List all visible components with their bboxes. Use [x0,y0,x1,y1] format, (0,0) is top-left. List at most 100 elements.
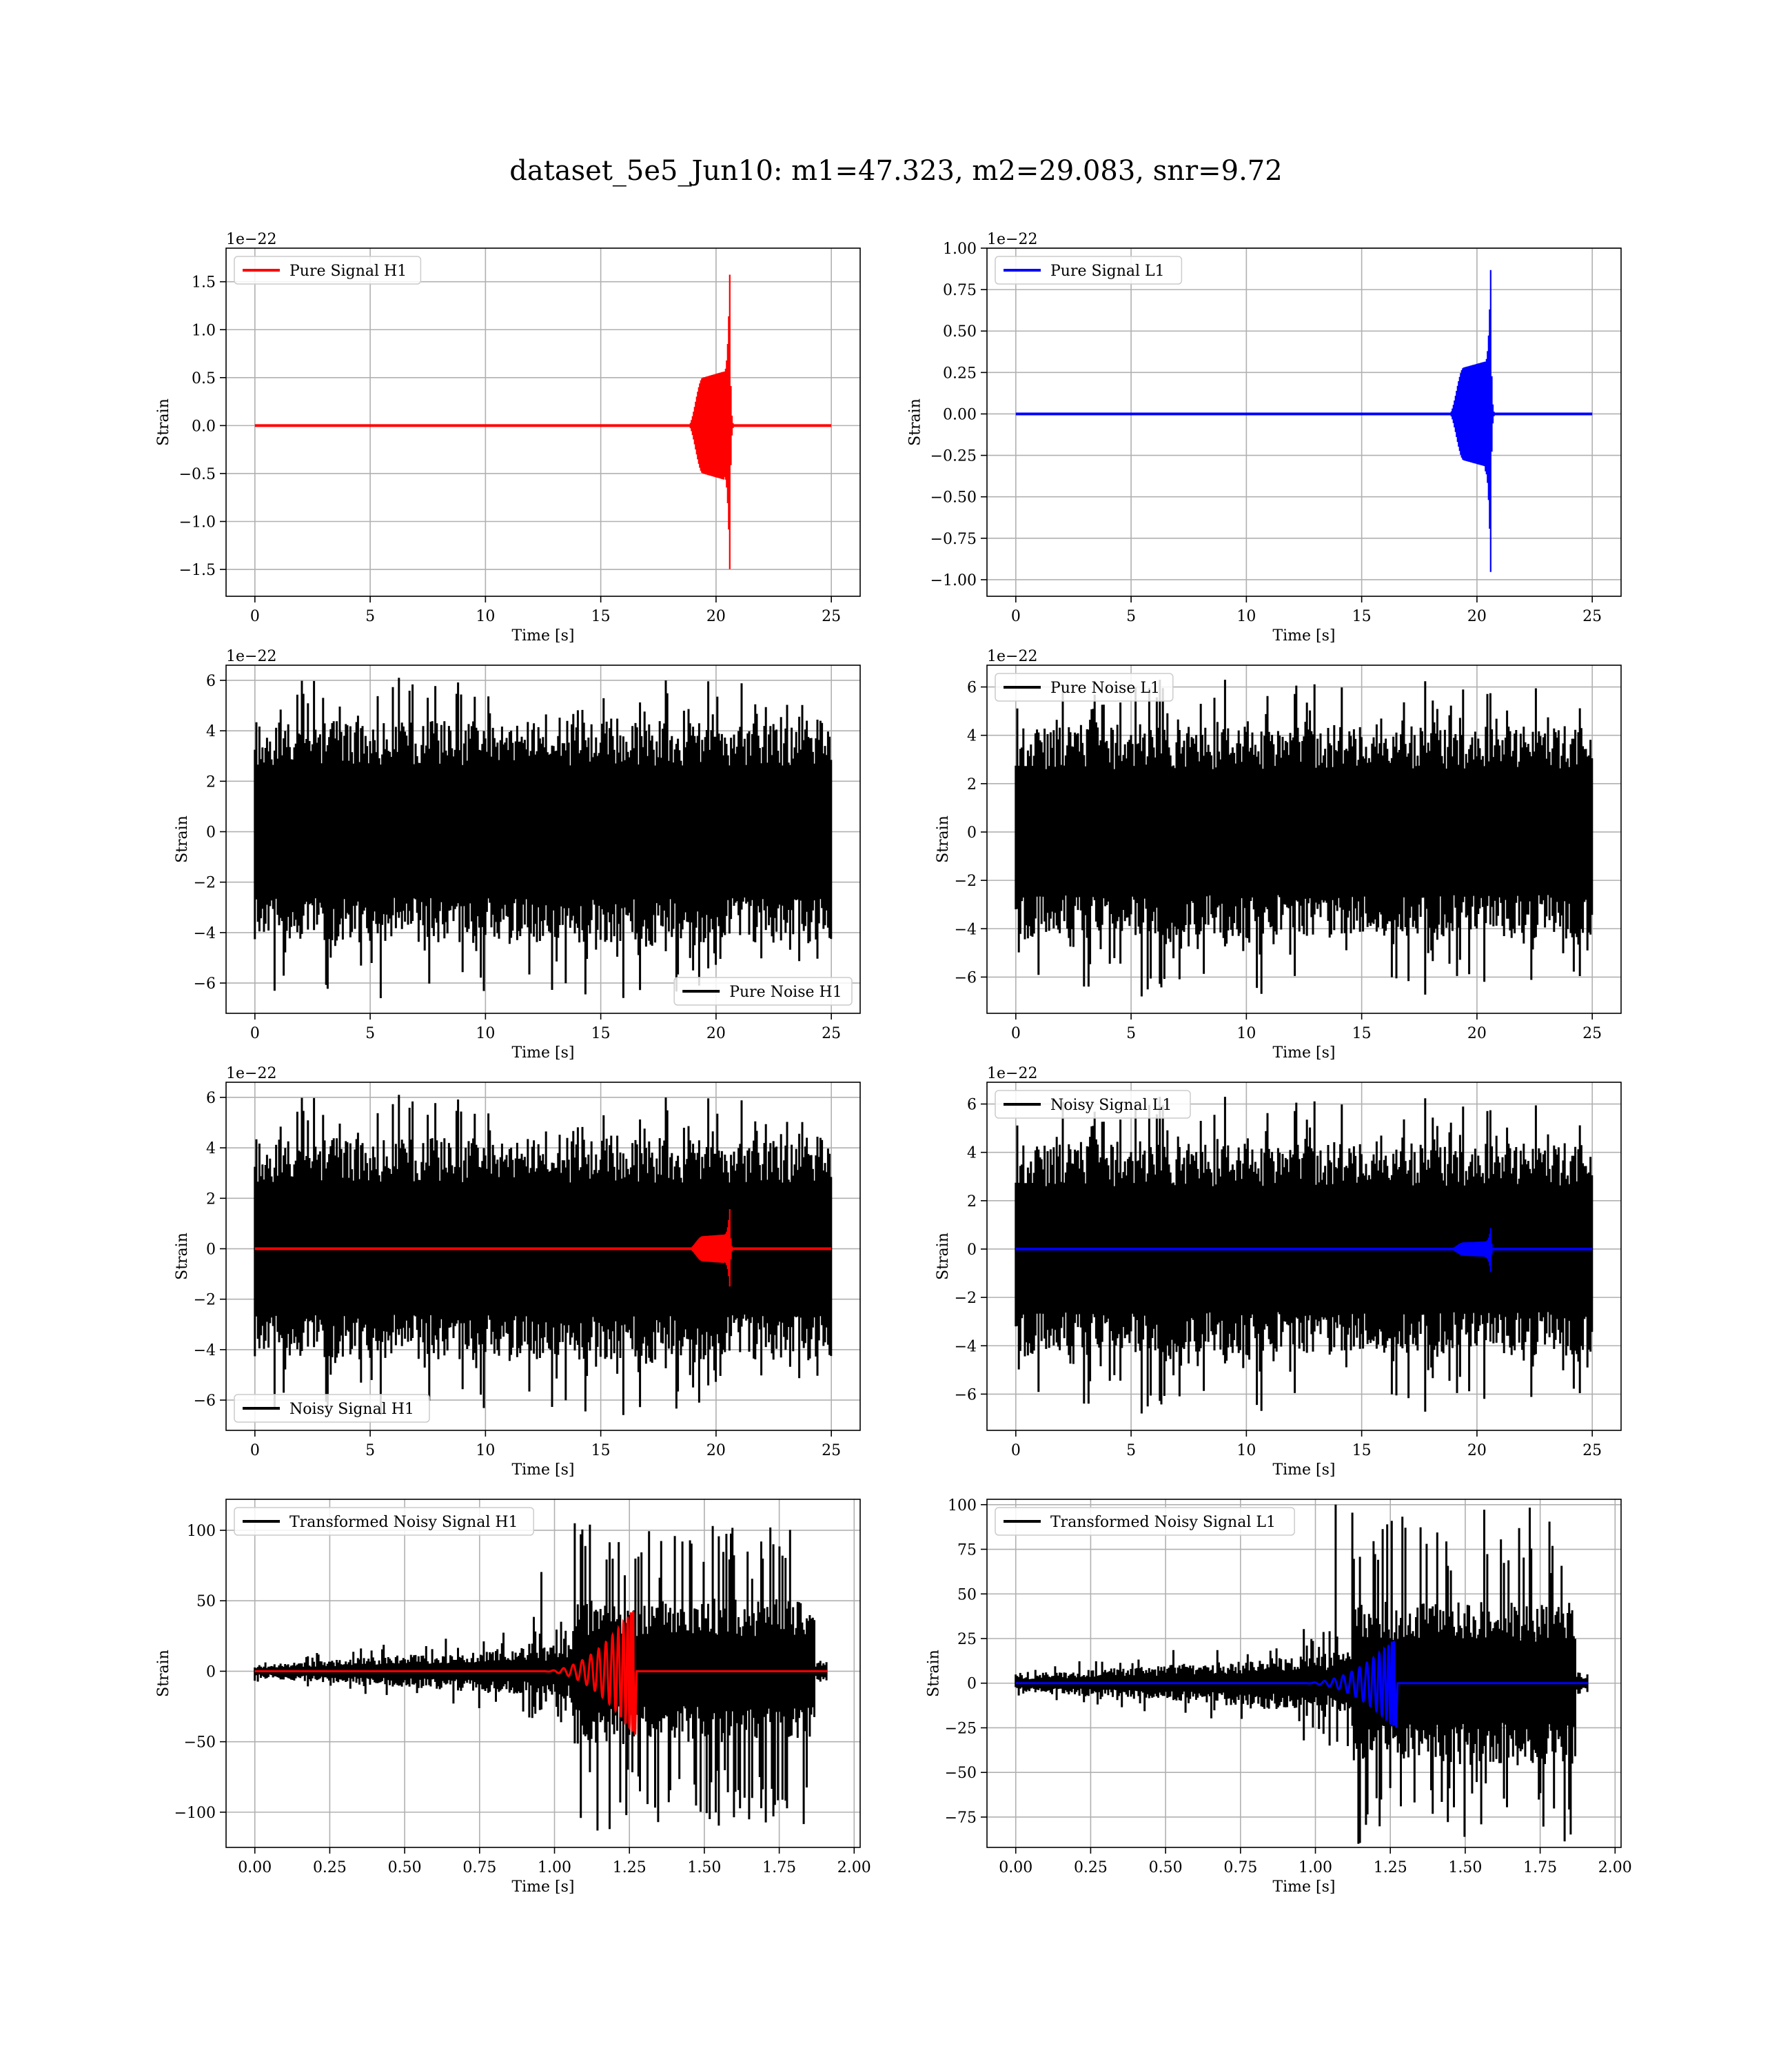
offset-text: 1e−22 [987,648,1037,665]
legend-box [995,256,1183,285]
y-tick-label: 0 [206,1241,216,1259]
y-tick-label: −6 [955,969,977,986]
x-axis-label: Time [s] [1272,1878,1335,1896]
x-tick-label: 5 [365,1025,375,1042]
legend-box [995,1507,1295,1536]
y-tick-label: 100 [187,1523,216,1540]
legend-label: Transformed Noisy Signal H1 [289,1514,518,1531]
legend-label: Pure Noise L1 [1050,680,1160,697]
x-tick-label: 1.00 [1299,1859,1332,1876]
x-tick-label: 1.50 [1448,1859,1482,1876]
plot-area [254,1095,833,1415]
noise-trace [254,1523,828,1831]
y-tick-label: 4 [967,1145,977,1162]
noise-trace [1015,680,1594,997]
offset-text: 1e−22 [226,648,276,665]
x-tick-label: 20 [1467,1025,1487,1042]
y-tick-label: 1.00 [943,241,977,258]
x-tick-label: 10 [476,608,495,625]
x-tick-label: 5 [1126,1442,1136,1459]
x-tick-label: 25 [822,608,841,625]
legend: Transformed Noisy Signal L1 [995,1507,1295,1536]
axes-frame [225,1499,861,1848]
y-tick-label: 0.0 [192,418,216,435]
legend-label: Noisy Signal L1 [1050,1097,1172,1114]
y-tick-label: 6 [967,680,977,697]
offset-text: 1e−22 [987,1065,1037,1082]
signal-chirp [689,1209,735,1287]
legend: Noisy Signal H1 [234,1394,430,1423]
x-axis-label: Time [s] [511,1044,574,1062]
legend-label: Pure Signal H1 [289,263,407,280]
axes-frame [986,1499,1622,1848]
y-tick-label: −0.25 [930,448,977,465]
noise-trace [1015,1097,1594,1414]
plot-area [1015,680,1594,997]
y-tick-label: −6 [955,1386,977,1403]
legend-box [995,673,1174,702]
x-tick-label: 1.50 [687,1859,721,1876]
x-tick-label: 10 [476,1442,495,1459]
y-tick-label: 0 [206,824,216,842]
signal-chirp [689,274,735,569]
axes-frame [986,247,1622,597]
x-tick-label: 20 [706,1025,726,1042]
figure-title: dataset_5e5_Jun10: m1=47.323, m2=29.083,… [509,155,1283,187]
axes-frame [225,247,861,597]
y-tick-label: 0.50 [943,323,977,341]
x-tick-label: 5 [365,608,375,625]
x-axis-label: Time [s] [511,1461,574,1479]
y-axis-label: Strain [174,1233,191,1280]
x-tick-label: 15 [1352,1025,1372,1042]
axes-frame [225,665,861,1014]
x-axis-label: Time [s] [1272,1461,1335,1479]
x-tick-label: 0 [1011,1025,1021,1042]
plot-area [1015,270,1593,572]
y-tick-label: 50 [957,1586,977,1603]
offset-text: 1e−22 [226,1065,276,1082]
y-tick-label: 4 [206,1140,216,1157]
grid [987,247,1621,596]
grid [226,248,860,596]
x-tick-label: 0.75 [462,1859,496,1876]
axes-frame [225,1082,861,1431]
y-axis-label: Strain [935,1233,952,1280]
y-tick-label: 0 [967,1241,977,1259]
y-axis-label: Strain [907,398,924,446]
x-tick-label: 10 [1236,1025,1256,1042]
y-tick-label: 6 [206,673,216,690]
x-tick-label: 0.25 [1074,1859,1108,1876]
y-tick-label: 0.00 [943,406,977,423]
noise-trace [254,1095,833,1415]
x-axis-label: Time [s] [511,1878,574,1896]
x-tick-label: 5 [1126,1025,1136,1042]
legend: Pure Signal L1 [995,256,1183,285]
y-tick-label: 0.5 [192,370,216,387]
y-tick-label: −2 [955,1290,977,1307]
y-tick-label: 0 [967,824,977,842]
x-tick-label: 1.75 [1523,1859,1557,1876]
legend-box [673,977,853,1006]
offset-text: 1e−22 [987,231,1037,248]
subplot-1: 0 5 10 15 20 25 −1.5 −1.0 −0.5 0.0 0.5 1.0 1.5 1e−22 T… [155,231,861,645]
signal-line [1015,1641,1589,1728]
y-axis-label: Strain [155,398,172,446]
y-tick-label: 2 [967,1193,977,1210]
x-axis-label: Time [s] [511,627,574,645]
y-tick-label: −0.5 [179,466,216,483]
y-tick-label: 25 [957,1631,977,1648]
y-tick-label: −1.5 [179,562,216,579]
y-tick-label: −2 [194,875,216,892]
y-tick-label: −4 [194,1342,216,1359]
x-tick-label: 2.00 [837,1859,871,1876]
y-tick-label: −6 [194,1392,216,1410]
plot-area [1015,1097,1594,1414]
y-tick-label: −0.50 [930,489,977,507]
subplot-3: 0 5 10 15 20 25 −6 −4 −2 0 2 4 6 1e−22 Time [s] Strain P… [174,648,861,1062]
subplot-7: 0.00 0.25 0.50 0.75 1.00 1.25 1.50 1.75 2.00 −100… [155,1499,871,1896]
legend-label: Pure Noise H1 [729,984,842,1001]
x-tick-label: 1.75 [762,1859,796,1876]
y-tick-label: −25 [945,1720,977,1737]
y-tick-label: 4 [967,728,977,745]
x-tick-label: 0 [1011,608,1021,625]
